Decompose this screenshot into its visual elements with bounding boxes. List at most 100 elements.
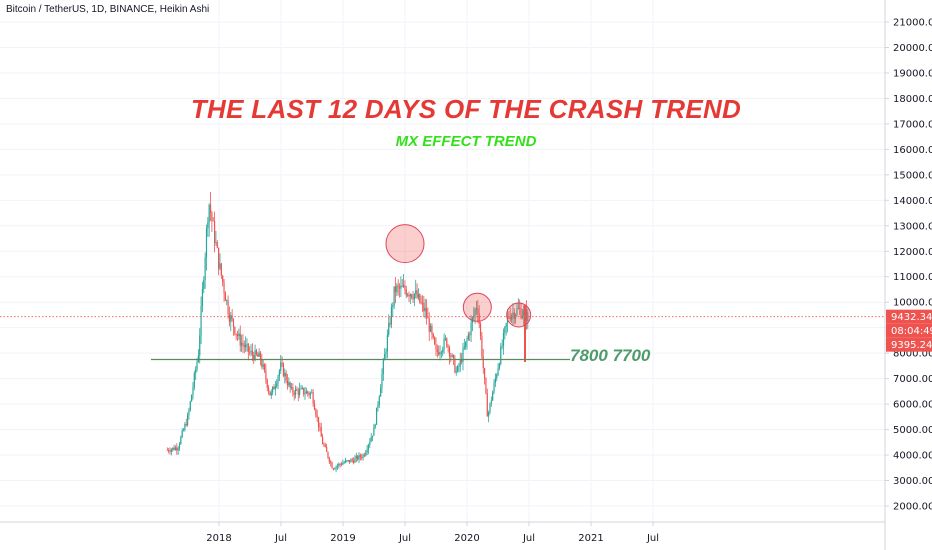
candle-body — [386, 334, 388, 352]
candle-body — [305, 391, 307, 394]
candle-body — [330, 461, 332, 463]
candle-body — [267, 387, 270, 392]
price-badges: 9432.34 08:04:49 9395.24 — [886, 309, 932, 352]
candle-body — [200, 306, 202, 336]
x-tick-label: Jul — [274, 533, 287, 544]
candle-body — [432, 333, 434, 338]
candle-body — [232, 318, 235, 328]
candle-body — [266, 379, 268, 388]
candle-body — [201, 288, 204, 307]
candle-body — [335, 466, 337, 469]
candle-body — [239, 333, 241, 346]
candle-body — [440, 352, 442, 354]
candle-body — [253, 354, 255, 361]
candle-body — [442, 349, 444, 353]
candle-body — [517, 308, 519, 309]
candle-body — [273, 386, 275, 390]
candle-body — [236, 334, 239, 336]
candle-body — [389, 322, 391, 325]
candle-body — [334, 468, 336, 470]
candle-body — [265, 370, 267, 380]
candle-body — [338, 463, 340, 466]
candle-body — [220, 263, 222, 276]
time-axis[interactable]: 2018 Jul 2019 Jul 2020 Jul 2021 Jul — [206, 522, 659, 544]
candle-body — [466, 339, 468, 342]
candle-body — [269, 391, 271, 396]
candle-body — [444, 338, 447, 340]
candle-body — [285, 372, 287, 381]
y-tick-label: 10000.00 — [893, 298, 932, 309]
chart-headline: THE LAST 12 DAYS OF THE CRASH TREND — [190, 94, 742, 124]
candle-body — [438, 351, 440, 355]
price-badge — [886, 309, 932, 324]
candle-body — [439, 352, 441, 355]
candle-body — [181, 430, 183, 437]
candle-body — [319, 426, 321, 428]
candle-body — [259, 352, 262, 361]
candle-body — [504, 326, 506, 333]
candle-body — [243, 344, 245, 348]
candle-body — [519, 308, 521, 309]
candle-body — [312, 392, 314, 404]
candle-body — [327, 451, 329, 458]
candle-body — [447, 346, 449, 348]
candle-body — [452, 355, 455, 359]
candle-body — [254, 350, 256, 361]
candle-body — [485, 378, 487, 394]
candle-body — [474, 309, 476, 316]
candle-body — [498, 364, 501, 369]
candle-body — [281, 362, 283, 364]
candle-body — [218, 247, 220, 269]
price-badge-text: 9432.34 — [891, 312, 932, 323]
x-tick-label: Jul — [398, 533, 411, 544]
candle-body — [290, 387, 293, 388]
candle-body — [366, 449, 368, 453]
candle-body — [182, 429, 185, 431]
candle-body — [250, 350, 252, 353]
candle-body — [191, 394, 193, 402]
candle-body — [443, 338, 445, 350]
y-tick-label: 14000.00 — [893, 196, 932, 207]
candle-body — [458, 366, 460, 367]
candle-body — [348, 460, 351, 463]
candle-body — [488, 412, 490, 417]
candle-body — [505, 323, 507, 327]
candle-body — [520, 308, 522, 319]
candle-body — [374, 424, 376, 428]
candle-body — [262, 364, 264, 367]
candle-body — [497, 368, 499, 375]
candle-body — [392, 305, 394, 307]
candle-body — [428, 318, 430, 332]
candle-body — [166, 449, 168, 451]
candle-body — [367, 444, 370, 450]
candle-body — [380, 387, 382, 397]
candle-body — [390, 306, 393, 325]
candle-body — [301, 387, 303, 389]
candle-body — [258, 352, 260, 357]
candle-body — [353, 460, 355, 463]
symbol-info: Bitcoin / TetherUS, 1D, BINANCE, Heikin … — [6, 4, 210, 15]
candle-body — [242, 342, 244, 345]
candle-body — [416, 290, 418, 298]
candle-body — [373, 427, 375, 436]
candle-body — [309, 392, 312, 395]
candle-body — [423, 302, 425, 312]
candle-body — [404, 285, 406, 290]
price-axis[interactable]: 2000.00 3000.00 4000.00 5000.00 6000.00 7000.… — [885, 18, 932, 513]
candle-body — [382, 360, 384, 374]
candle-body — [483, 367, 486, 379]
candle-body — [192, 386, 194, 395]
candle-body — [173, 447, 175, 450]
candle-body — [492, 392, 494, 401]
candle-body — [475, 308, 478, 310]
candle-body — [286, 380, 289, 386]
candle-body — [375, 407, 378, 425]
candle-body — [355, 456, 357, 459]
candle-body — [477, 308, 479, 314]
candle-body — [230, 315, 232, 322]
candle-body — [396, 285, 398, 293]
candle-body — [219, 263, 221, 269]
candle-body — [203, 280, 205, 289]
candle-body — [193, 373, 195, 387]
